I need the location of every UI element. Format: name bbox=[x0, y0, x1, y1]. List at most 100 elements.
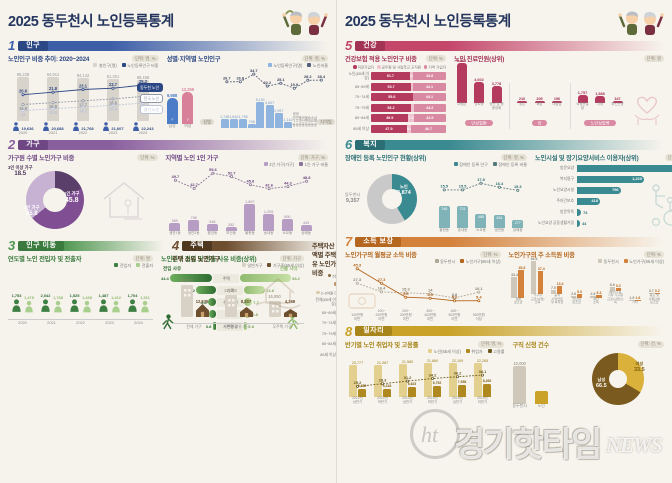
legend-item: 장애인 등록 인구 bbox=[453, 162, 488, 168]
chart-body: 8,865 고혈압 4,602 당뇨병 3,778 정신 및 행동장애 만성질환 … bbox=[454, 59, 664, 129]
total-bar bbox=[474, 362, 482, 397]
row-label: 75~79세 bbox=[321, 331, 336, 336]
left-bar bbox=[196, 286, 217, 294]
elderly-count-item: 21,607 2023 bbox=[99, 122, 127, 135]
chart-house-owning-households: 주택 소유 노인가구 단위: 가구 일반가구 가구주(65세 이상) 38,243… bbox=[172, 254, 304, 361]
disease-label: 대장암 bbox=[552, 102, 562, 106]
section-header: 2 가구 bbox=[8, 138, 328, 151]
med-bar: 1,588 치매 bbox=[593, 92, 608, 111]
segment: 46.7 bbox=[410, 124, 446, 133]
chart-title: 건강보험 적용 노인인구 비중 bbox=[345, 56, 417, 63]
chart-header: 노인 진료인원(상위) 단위: 명 bbox=[454, 54, 664, 63]
section-header: 5 건강 bbox=[345, 39, 664, 52]
x-label: 불현동 bbox=[439, 227, 450, 232]
chart-health-insurance-share: 건강보험 적용 노인인구 비중 단위: % 직장가입자 공무원 및 사립학교 교직… bbox=[345, 54, 446, 135]
move-out-person-icon bbox=[25, 300, 33, 313]
segment-label: 1인 가구 45.8 bbox=[64, 191, 80, 205]
bar-group: 54.4 37.4 가구주 근로(사업) 소득 bbox=[528, 257, 547, 305]
year-label: 2023 bbox=[108, 130, 118, 135]
svg-text:20.6: 20.6 bbox=[19, 89, 28, 94]
section-housing: 4 주택 주택 소유 노인가구 단위: 가구 일반가구 가구주(65세 이상) 3… bbox=[172, 239, 365, 361]
med-group: 1,757 뇌혈관질환 1,588 치매 347 파킨슨병 노인성질병 bbox=[575, 91, 625, 129]
chart-body: 49.7 42.7 55.6 52.7 45.8 42.6 44.3 48.8 569 798… bbox=[166, 167, 329, 236]
tornado-headers: 전입 사유 전출 사유 bbox=[163, 266, 298, 272]
svg-text:14.7: 14.7 bbox=[79, 109, 88, 114]
svg-text:15.9: 15.9 bbox=[19, 106, 28, 111]
households-total: 16,050 bbox=[268, 294, 281, 299]
left-bar bbox=[209, 310, 217, 318]
chart-header: 주택 소유 노인가구 단위: 가구 bbox=[172, 254, 304, 263]
ratio-line: 49.7 42.7 55.6 52.7 45.8 42.6 44.3 48.8 bbox=[171, 167, 311, 191]
svg-text:25.1: 25.1 bbox=[277, 77, 285, 82]
row-label: 전체(65세 이상) bbox=[315, 298, 336, 307]
chart-body: 38,243 12,575 전체 가구 22,193 8,307 주택 소유 가… bbox=[172, 269, 304, 329]
income-lines: 27.3 16.4 15.3 14 8.8 16.1 45.3 27.3 9.8 8.5 5.2 5.… bbox=[353, 263, 483, 303]
stacked-row: 70~74세 55.6 44.1 bbox=[345, 93, 446, 102]
x-label: 송내동 bbox=[457, 227, 468, 232]
elderly-count: 19,636 bbox=[21, 126, 34, 131]
chart-title: 성별·지역별 노인인구 bbox=[166, 56, 221, 63]
employed-value: 6,752 bbox=[432, 381, 442, 386]
disease-label: 당뇨병 bbox=[474, 102, 484, 106]
move-in-value: 1,487 bbox=[98, 293, 109, 298]
year-label: 2021 bbox=[48, 130, 58, 135]
bar-group: 6.6 5.2 배우자 등 기타 가구원 근로(사업)소득 bbox=[606, 283, 625, 305]
total-bar bbox=[77, 77, 89, 121]
svg-text:26.7: 26.7 bbox=[223, 76, 231, 81]
bar-column: 1,205 bbox=[260, 210, 277, 232]
legend-item: 취업자 bbox=[465, 348, 483, 355]
category-label: 주택 bbox=[213, 273, 240, 283]
x-label: 보산동 bbox=[226, 231, 236, 236]
disease-label: 폐암 bbox=[536, 102, 543, 106]
bar-label: 동두천시 bbox=[512, 403, 527, 409]
gender-bars: 9,988 ♂ 남성 12,255 ♀ 여성 bbox=[166, 70, 194, 128]
row-label: 80~84세 bbox=[321, 342, 336, 347]
walking-person-icon bbox=[162, 314, 174, 330]
chart-legend: 장애인 등록 인구 장애인 등록 비율 bbox=[345, 162, 527, 168]
chart-elderly-patients-top: 노인 진료인원(상위) 단위: 명 8,865 고혈압 4,602 당뇨병 3,… bbox=[454, 54, 664, 135]
legend-item: 노인가구(65세 이상) bbox=[460, 259, 501, 265]
chart-header: 가구원 수별 노인가구 비중 단위: % bbox=[8, 153, 158, 162]
svg-text:13.9: 13.9 bbox=[49, 110, 58, 115]
bar-label: 노인 bbox=[537, 403, 545, 409]
move-in-person-icon bbox=[128, 299, 137, 312]
segment: 53.7 bbox=[371, 82, 412, 91]
category-label: 가족 bbox=[217, 285, 244, 295]
bar-value: 796 bbox=[612, 187, 619, 193]
half-year-group: 21,580 6,623 bbox=[396, 360, 420, 397]
row-label: 75~79세 bbox=[354, 105, 369, 110]
stacked-row: 노인(65세 이상) 51.74.543.8 bbox=[345, 72, 446, 81]
total-bar bbox=[17, 77, 29, 121]
bar: 1,970 bbox=[577, 164, 672, 172]
bar-value: 1,220 bbox=[632, 176, 642, 182]
total-label: 91,301 bbox=[106, 73, 120, 79]
bar-value: 418 bbox=[591, 198, 598, 204]
total-bar bbox=[349, 365, 357, 397]
line-name-chip: 경기 노인 bbox=[140, 105, 163, 114]
disease-label: 정신 및 행동장애 bbox=[489, 102, 504, 110]
med-bar: 210 위암 bbox=[515, 97, 530, 111]
disability-bars: 15.5 15.5 17.8 16.4 15.3 748 731 485 454 277… bbox=[435, 177, 527, 232]
elderly-count-item: 19,636 2020 bbox=[9, 122, 37, 135]
section-title-bar: 일자리 bbox=[355, 326, 664, 337]
sections-left: 1 인구 노인인구 비중 추이: 2020~2024 단위: 명, % 총인구(… bbox=[8, 39, 365, 361]
svg-text:19.9: 19.9 bbox=[291, 82, 299, 87]
section-number: 6 bbox=[345, 137, 353, 152]
move-out-value: 1,422 bbox=[111, 295, 121, 300]
svg-text:18.6: 18.6 bbox=[109, 100, 118, 105]
right-bar bbox=[244, 322, 248, 330]
segment: 44.1 bbox=[412, 82, 446, 91]
gender-bar-male: 9,988 ♂ 남성 bbox=[166, 92, 178, 128]
chart-legend: 1인 가구(가구) 1인 가구 비율 bbox=[166, 162, 328, 168]
building-icon bbox=[180, 285, 193, 317]
chart-header: 노인인구 비중 추이: 2020~2024 단위: 명, % bbox=[8, 54, 159, 63]
households-total: 22,193 bbox=[224, 288, 237, 293]
x-label: 400~ 500만원 미만 bbox=[448, 309, 461, 321]
bar-column: 282 bbox=[223, 223, 240, 232]
segment-label: 3인 이상 가구 18.5 bbox=[8, 165, 33, 178]
year-label: 2021 bbox=[37, 319, 66, 325]
chart-elderly-ratio-trend: 노인인구 비중 추이: 2020~2024 단위: 명, % 총인구(명) 노인등… bbox=[8, 54, 163, 135]
line-name-chip: 전국 노인 bbox=[140, 94, 163, 103]
page-header-left: 2025 동두천시 노인등록통계 bbox=[8, 6, 328, 36]
unit-badge: 단위: 명 bbox=[132, 255, 153, 263]
